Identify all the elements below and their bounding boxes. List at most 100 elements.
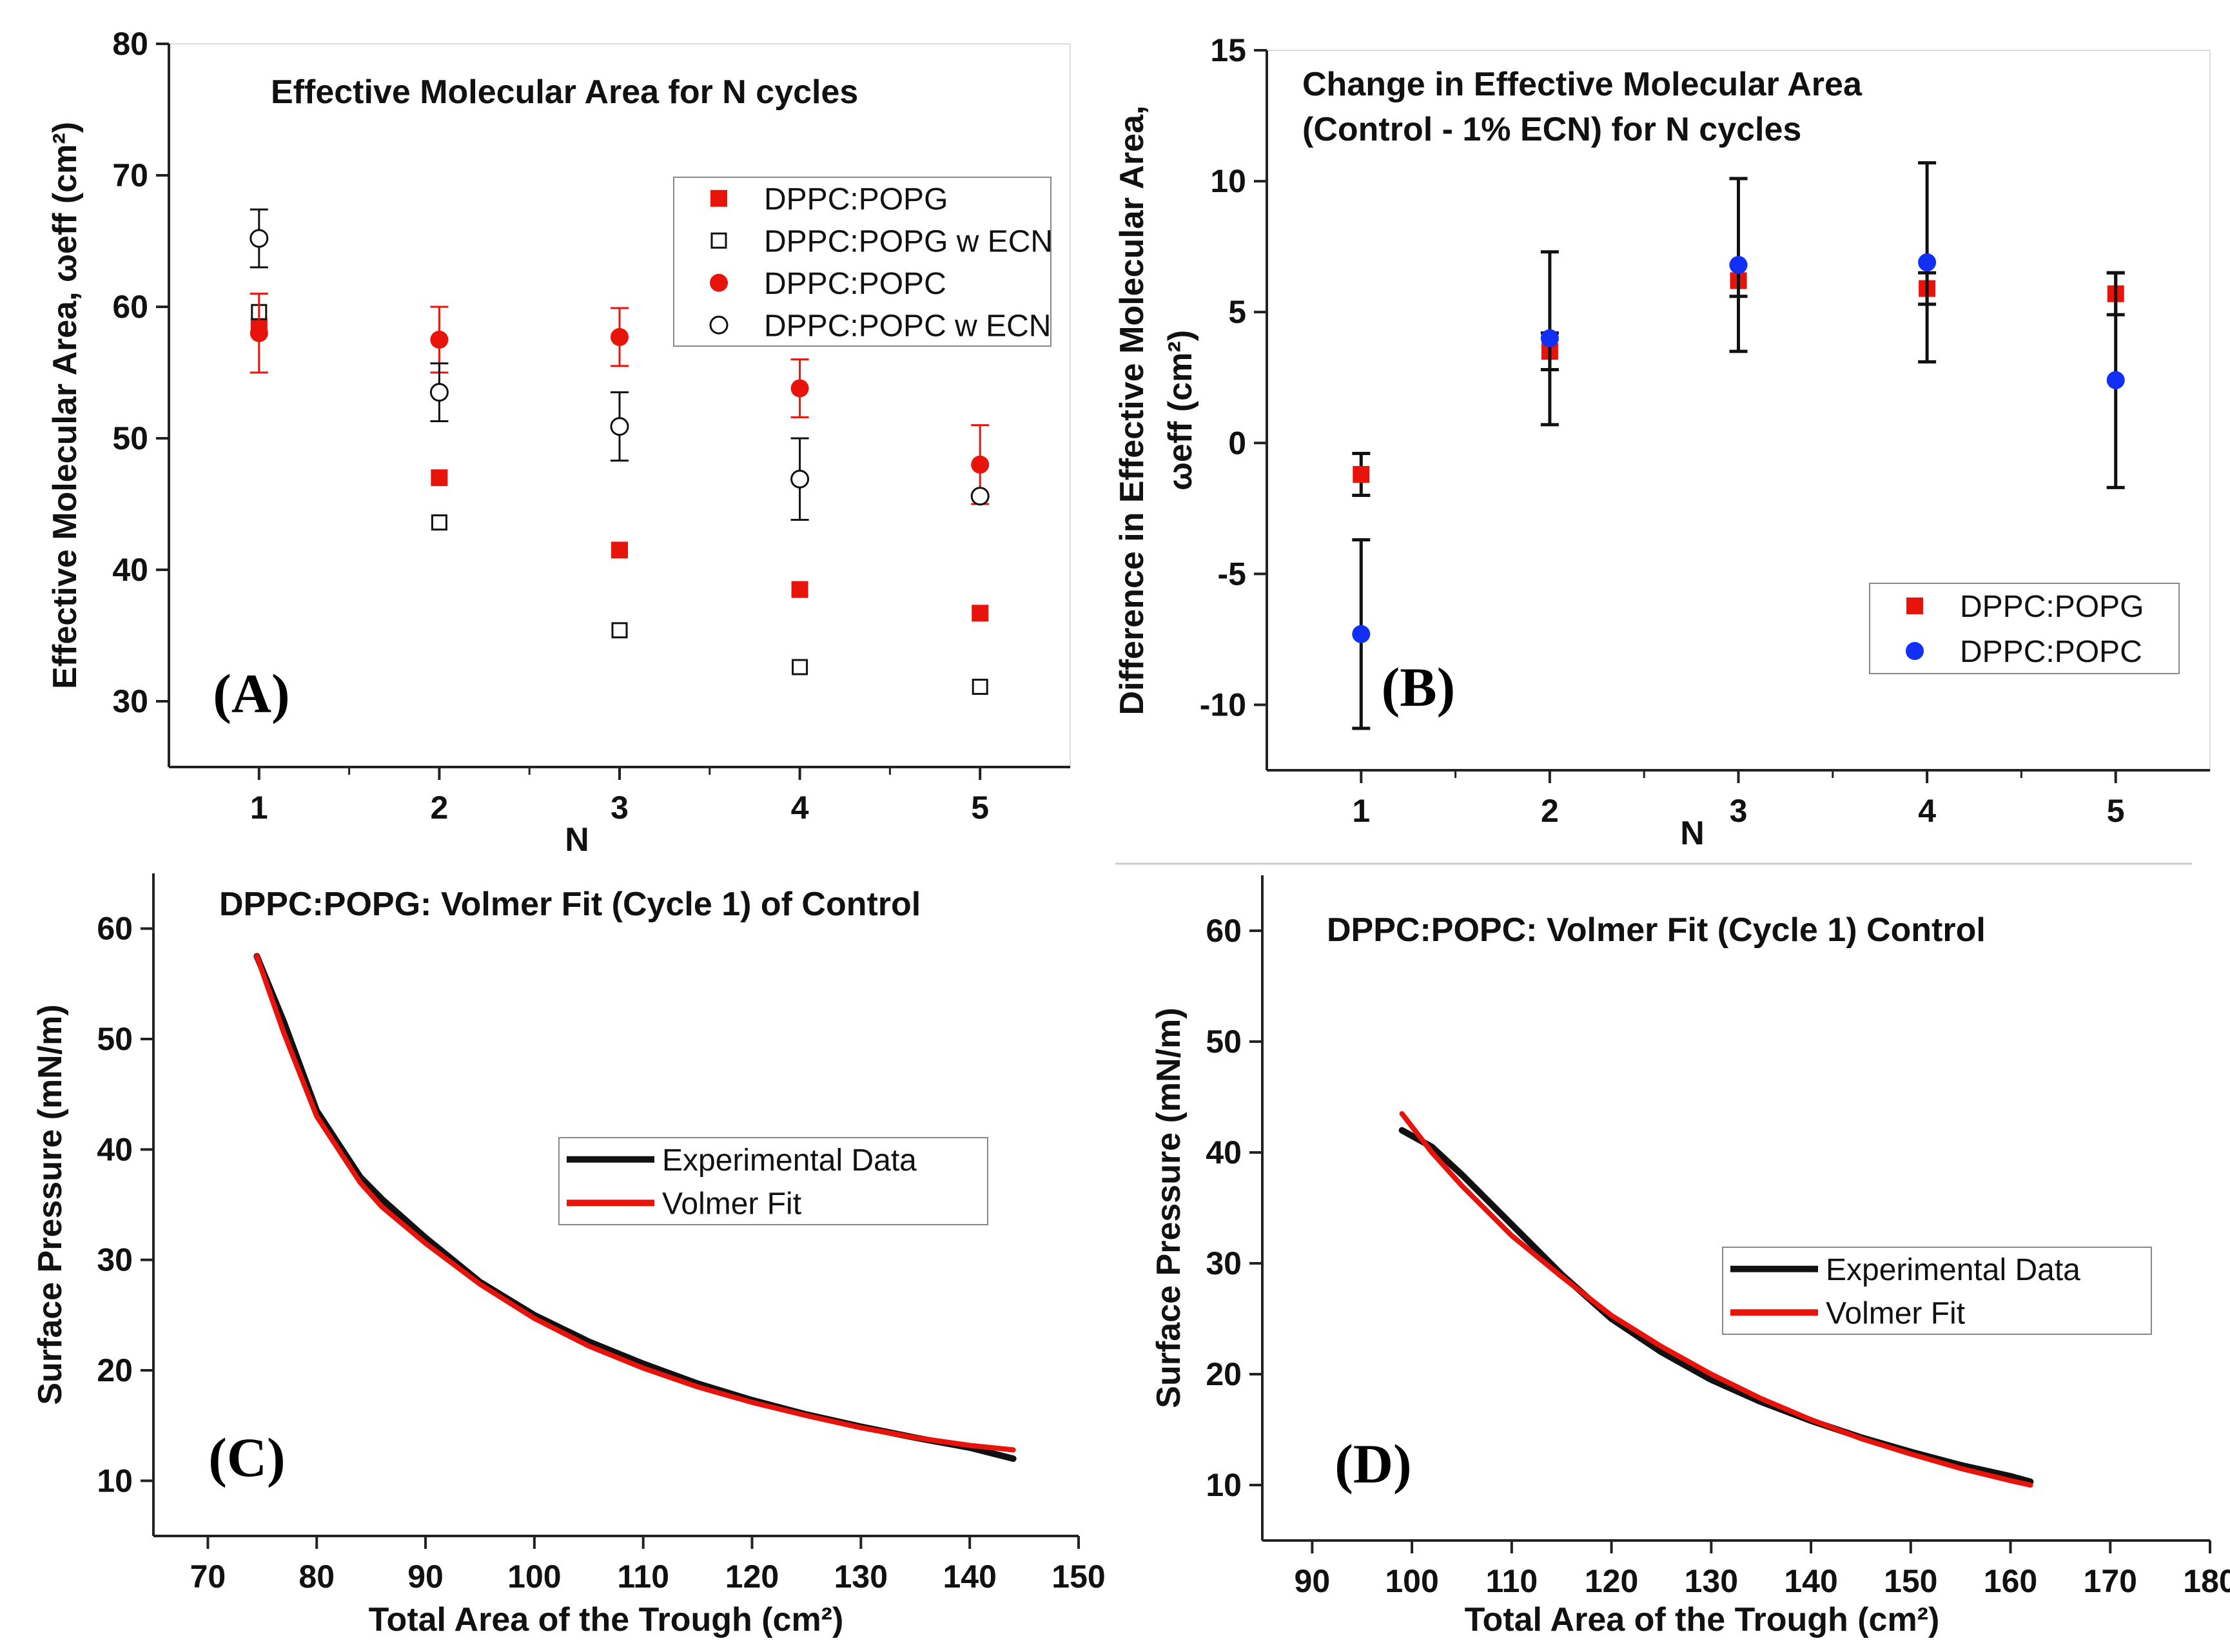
x-tick-label: 120 bbox=[725, 1559, 779, 1595]
y-axis-title-units: ωeff (cm²) bbox=[1162, 330, 1199, 491]
x-ticks: 70 80 90 100 110 120 130 140 150 bbox=[190, 1536, 1106, 1595]
y-tick-label: 50 bbox=[1206, 1024, 1242, 1060]
x-tick-label: 100 bbox=[1385, 1563, 1438, 1599]
series-dppc-popc-w-ecn bbox=[249, 208, 990, 521]
x-tick-label: 70 bbox=[190, 1559, 226, 1595]
x-tick-label: 90 bbox=[407, 1559, 444, 1595]
data-point bbox=[1918, 253, 1937, 272]
data-point bbox=[430, 331, 449, 349]
x-tick-label: 120 bbox=[1585, 1563, 1638, 1599]
legend-swatch bbox=[1906, 642, 1924, 660]
data-point bbox=[972, 679, 988, 695]
legend-label: Volmer Fit bbox=[1826, 1296, 1965, 1330]
y-tick-label: 40 bbox=[97, 1131, 133, 1167]
x-tick-label: 2 bbox=[1541, 793, 1559, 829]
y-tick-label: 40 bbox=[112, 552, 148, 588]
y-ticks: 10 20 30 40 50 60 bbox=[1206, 913, 1262, 1503]
data-point bbox=[249, 324, 268, 342]
legend-label: Volmer Fit bbox=[662, 1187, 801, 1221]
series-line bbox=[1399, 1111, 2033, 1488]
legend-label: DPPC:POPG bbox=[764, 182, 948, 217]
data-point bbox=[971, 455, 990, 474]
data-point bbox=[1729, 256, 1748, 275]
y-axis-title: Surface Pressure (mN/m) bbox=[32, 1004, 69, 1404]
y-tick-label: 60 bbox=[112, 289, 148, 325]
panel-c: 70 80 90 100 110 120 130 140 150 10 20 30 40 50 60 DPPC… bbox=[32, 873, 1106, 1638]
x-tick-label: 110 bbox=[617, 1559, 669, 1595]
panel-a: 1 2 3 4 5 30 40 50 60 70 80 Effective Molecular Are… bbox=[46, 26, 1071, 859]
legend-swatch bbox=[710, 189, 727, 207]
legend-box bbox=[1722, 1247, 2152, 1335]
panel-b: 1 2 3 4 5 -10 -5 0 5 10 15 Change in Effective Mole… bbox=[1113, 32, 2211, 852]
data-point bbox=[970, 487, 990, 506]
x-tick-label: 130 bbox=[1685, 1563, 1738, 1599]
chart-title: Change in Effective Molecular Area bbox=[1302, 66, 1863, 103]
data-point bbox=[2106, 371, 2125, 389]
y-tick-label: 40 bbox=[1206, 1134, 1242, 1171]
y-tick-label: 50 bbox=[97, 1021, 133, 1057]
y-tick-label: 10 bbox=[1206, 1467, 1242, 1503]
series-volmer-fit bbox=[1399, 1111, 2033, 1488]
x-tick-label: 1 bbox=[1352, 793, 1370, 829]
y-ticks: 30 40 50 60 70 80 bbox=[112, 26, 169, 719]
legend-label: DPPC:POPC bbox=[764, 267, 946, 301]
x-tick-label: 100 bbox=[507, 1559, 561, 1595]
legend-box bbox=[558, 1137, 988, 1225]
panel-label: (A) bbox=[213, 663, 289, 724]
panel-label: (D) bbox=[1335, 1433, 1411, 1495]
y-tick-label: 80 bbox=[112, 26, 148, 62]
x-tick-label: 1 bbox=[250, 790, 268, 826]
x-tick-label: 5 bbox=[971, 790, 989, 826]
x-ticks: 90 100 110 120 130 140 150 160 170 180 bbox=[1295, 1540, 2230, 1599]
legend-swatch bbox=[1906, 598, 1923, 614]
legend: Experimental Data Volmer Fit bbox=[1722, 1247, 2152, 1335]
x-ticks: 1 2 3 4 5 bbox=[1352, 770, 2125, 829]
data-point bbox=[431, 514, 447, 531]
y-tick-label: 10 bbox=[1210, 163, 1246, 199]
x-tick-label: 130 bbox=[834, 1559, 888, 1595]
legend: Experimental Data Volmer Fit bbox=[558, 1137, 988, 1225]
x-axis-title: N bbox=[1680, 815, 1705, 852]
data-point bbox=[611, 541, 628, 559]
legend-label: DPPC:POPG w ECN bbox=[764, 224, 1053, 258]
x-tick-label: 3 bbox=[611, 790, 629, 826]
legend-box bbox=[673, 177, 1051, 347]
y-axis-title: Surface Pressure (mN/m) bbox=[1150, 1007, 1188, 1408]
y-tick-label: 30 bbox=[97, 1242, 133, 1278]
x-tick-label: 150 bbox=[1884, 1563, 1937, 1599]
series-line bbox=[254, 953, 1016, 1453]
y-tick-label: 0 bbox=[1228, 425, 1246, 461]
x-tick-label: 180 bbox=[2183, 1563, 2230, 1599]
series-volmer-fit bbox=[254, 953, 1016, 1453]
y-tick-label: 50 bbox=[112, 420, 148, 456]
x-tick-label: 170 bbox=[2084, 1563, 2137, 1599]
x-tick-label: 90 bbox=[1295, 1563, 1331, 1599]
data-point bbox=[790, 379, 809, 398]
panel-label: (C) bbox=[208, 1426, 285, 1488]
data-point bbox=[792, 659, 808, 675]
data-point bbox=[1540, 329, 1559, 347]
series-dppc-popc bbox=[1352, 161, 2125, 730]
legend-label: Experimental Data bbox=[1826, 1253, 2080, 1287]
x-tick-label: 80 bbox=[298, 1559, 335, 1595]
x-ticks: 1 2 3 4 5 bbox=[250, 767, 989, 826]
series-dppc-popc bbox=[249, 293, 990, 505]
data-point bbox=[249, 229, 269, 248]
legend-swatch bbox=[709, 315, 729, 335]
data-point bbox=[972, 605, 989, 622]
series-line bbox=[1398, 1127, 2034, 1485]
data-point bbox=[431, 469, 448, 487]
y-tick-label: 5 bbox=[1228, 294, 1246, 330]
series-experimental-data bbox=[1398, 1127, 2034, 1485]
data-point bbox=[791, 581, 808, 598]
y-tick-label: -5 bbox=[1218, 556, 1246, 592]
y-axis-title: Difference in Effective Molecular Area, bbox=[1113, 106, 1151, 715]
y-axis-title: Effective Molecular Area, ωeff (cm²) bbox=[46, 122, 84, 689]
x-axis-title: N bbox=[565, 821, 589, 859]
legend-label: Experimental Data bbox=[662, 1143, 917, 1178]
data-point bbox=[611, 622, 628, 639]
y-ticks: -10 -5 0 5 10 15 bbox=[1200, 32, 1267, 723]
legend-label: DPPC:POPC w ECN bbox=[764, 309, 1051, 343]
